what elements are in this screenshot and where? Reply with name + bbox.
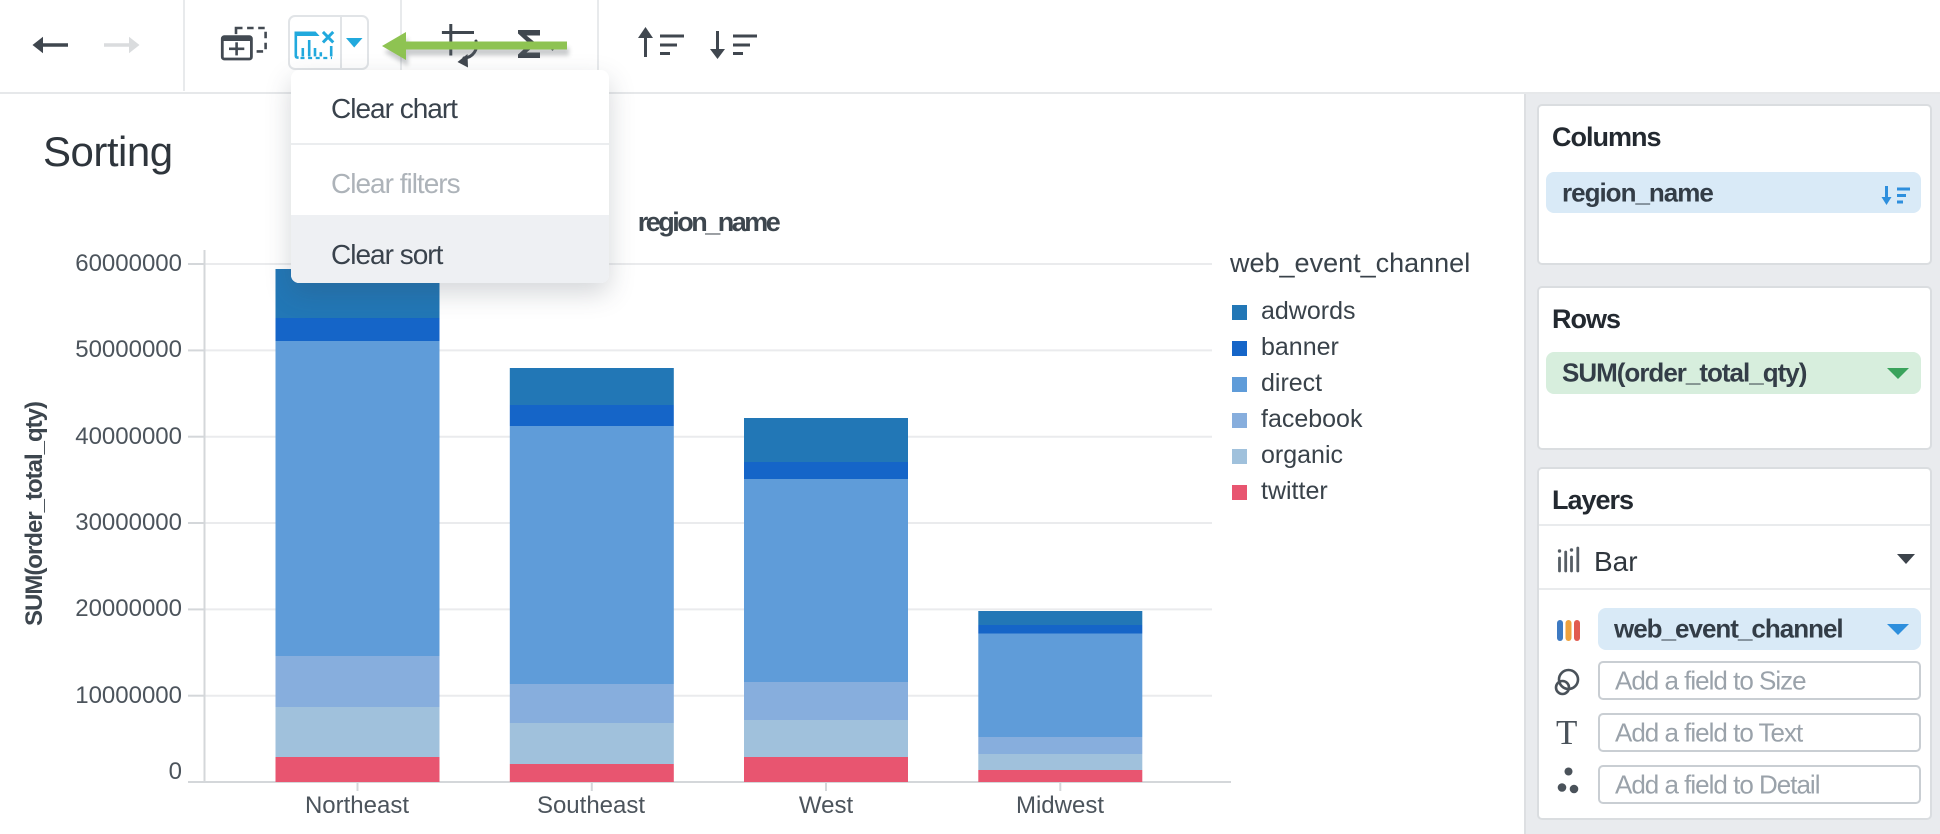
svg-text:T: T bbox=[1556, 713, 1577, 752]
